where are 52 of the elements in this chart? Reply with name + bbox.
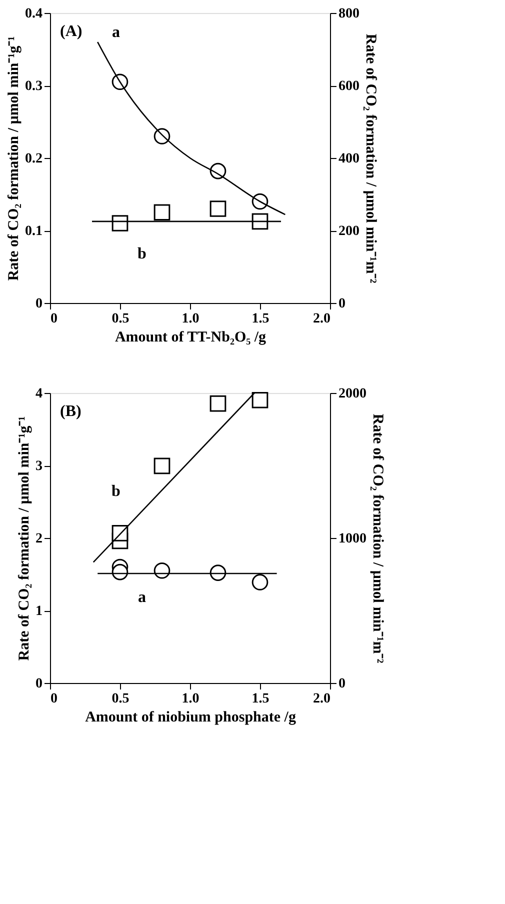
y2-tick-label: 0 bbox=[338, 676, 346, 692]
y-tick-label: 0 bbox=[36, 296, 42, 312]
y-tick-label: 0.3 bbox=[25, 79, 42, 94]
series-label: a bbox=[138, 589, 146, 606]
series-label: b bbox=[138, 245, 147, 262]
point bbox=[112, 215, 128, 232]
y-tick-label: 4 bbox=[36, 386, 42, 402]
y2-axis-title: Rate of CO₂ formation / μmol min⁻¹m⁻² bbox=[370, 414, 386, 664]
y2-tick-label: 400 bbox=[338, 152, 360, 166]
x-tick-label: 2.0 bbox=[313, 312, 330, 326]
x-axis-title: Amount of TT-Nb₂O₅ /g bbox=[114, 330, 267, 346]
point bbox=[112, 564, 128, 580]
annotation: (B) bbox=[60, 403, 82, 420]
x-tick-label: 1.0 bbox=[182, 692, 200, 706]
y-axis-title: Rate of CO₂ formation / μmol min⁻¹g⁻¹ bbox=[16, 416, 32, 661]
series-label: b bbox=[112, 482, 121, 500]
y2-tick-label: 800 bbox=[338, 6, 360, 22]
x-tick-label: 1.0 bbox=[182, 312, 200, 326]
point bbox=[210, 564, 226, 581]
point bbox=[252, 574, 268, 590]
x-tick-label: 0.5 bbox=[112, 312, 130, 326]
x-tick-label: 0.5 bbox=[112, 692, 130, 706]
y2-axis-title: Rate of CO₂ formation / μmol min⁻¹m⁻² bbox=[362, 34, 378, 284]
point bbox=[154, 562, 170, 579]
y-tick-label: 0 bbox=[36, 676, 42, 692]
y-tick-label: 3 bbox=[36, 459, 42, 474]
point bbox=[154, 458, 170, 474]
line-series bbox=[96, 41, 286, 216]
point bbox=[252, 392, 268, 408]
x-tick-label: 1.5 bbox=[252, 312, 270, 326]
y2-tick-label: 0 bbox=[338, 296, 346, 312]
text: a bbox=[112, 24, 120, 41]
y2-tick-label: 600 bbox=[338, 79, 360, 94]
point bbox=[210, 200, 226, 217]
y2-tick-label: 1000 bbox=[338, 532, 366, 546]
y-tick-label: 2 bbox=[36, 532, 42, 546]
y-tick-label: 1 bbox=[36, 604, 42, 619]
point bbox=[154, 204, 170, 221]
x-tick-label: 0 bbox=[50, 312, 58, 326]
y-tick-label: 0.4 bbox=[25, 6, 42, 22]
y-tick-label: 0.2 bbox=[25, 152, 42, 166]
point bbox=[210, 395, 226, 412]
y-axis-title: Rate of CO₂ formation / μmol min⁻¹g⁻¹ bbox=[6, 36, 22, 281]
x-axis-title: Amount of niobium phosphate /g bbox=[85, 710, 296, 726]
y2-tick-label: 200 bbox=[338, 224, 360, 239]
x-tick-label: 1.5 bbox=[252, 692, 270, 706]
y-tick-label: 0.1 bbox=[25, 224, 42, 239]
y2-tick-label: 2000 bbox=[338, 386, 366, 402]
x-tick-label: 2.0 bbox=[313, 692, 330, 706]
annotation: (A) bbox=[60, 23, 82, 40]
x-tick-label: 0 bbox=[50, 692, 58, 706]
point bbox=[252, 213, 268, 230]
